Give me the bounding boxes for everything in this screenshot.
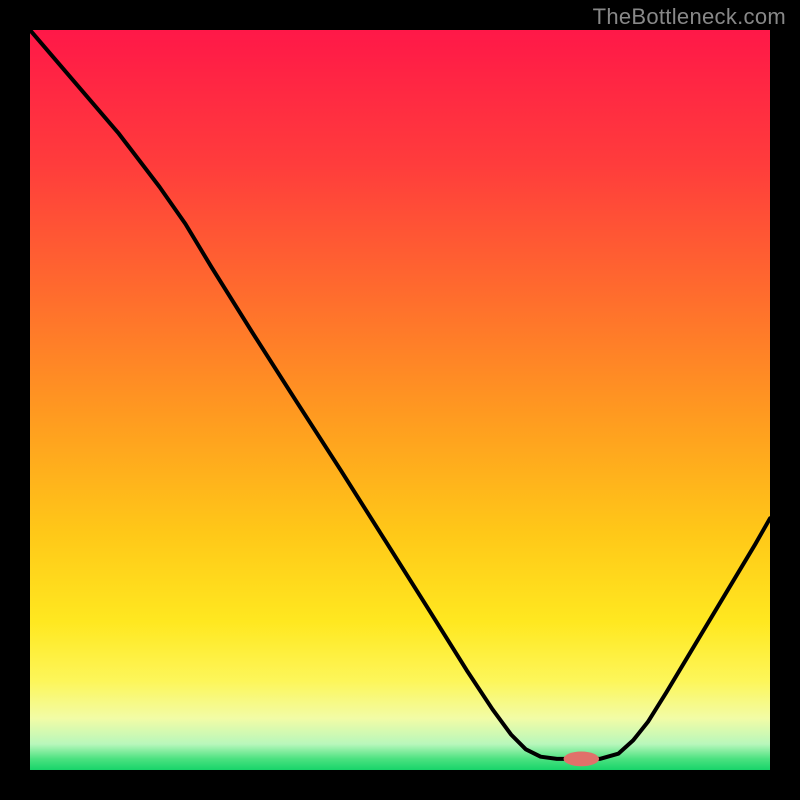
chart-background bbox=[30, 30, 770, 770]
watermark-text: TheBottleneck.com bbox=[593, 4, 786, 30]
chart-svg bbox=[30, 30, 770, 770]
bottleneck-chart bbox=[30, 30, 770, 770]
optimum-marker bbox=[564, 752, 600, 767]
